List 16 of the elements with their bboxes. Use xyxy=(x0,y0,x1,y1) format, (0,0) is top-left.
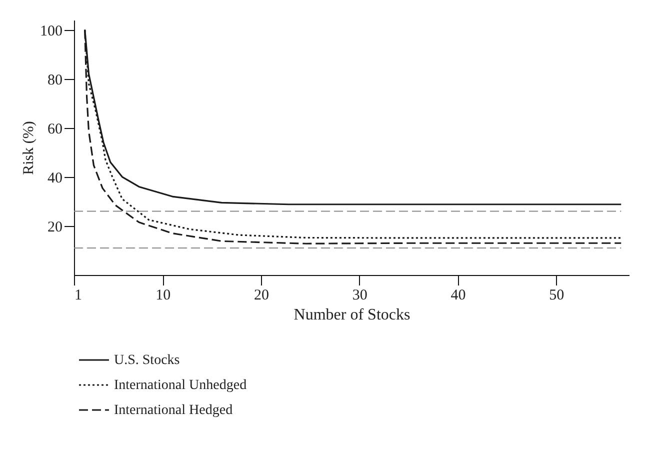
y-tick-label: 20 xyxy=(48,219,62,236)
y-tick-label: 80 xyxy=(48,72,62,88)
x-tick-label: 1 xyxy=(74,288,82,304)
x-tick-label: 30 xyxy=(352,288,368,304)
y-tick-label: 40 xyxy=(48,170,62,186)
x-tick-label: 20 xyxy=(254,288,269,304)
x-tick-label: 10 xyxy=(156,288,171,304)
x-axis-title: Number of Stocks xyxy=(294,306,410,324)
legend-label: U.S. Stocks xyxy=(114,353,180,368)
y-tick-label: 60 xyxy=(48,121,62,138)
x-tick-label: 50 xyxy=(549,288,564,304)
y-axis-title: Risk (%) xyxy=(21,121,37,175)
x-tick-label: 40 xyxy=(450,288,466,304)
y-tick-label: 100 xyxy=(40,23,62,40)
legend-label: International Hedged xyxy=(114,403,233,418)
legend-label: International Unhedged xyxy=(114,378,247,393)
